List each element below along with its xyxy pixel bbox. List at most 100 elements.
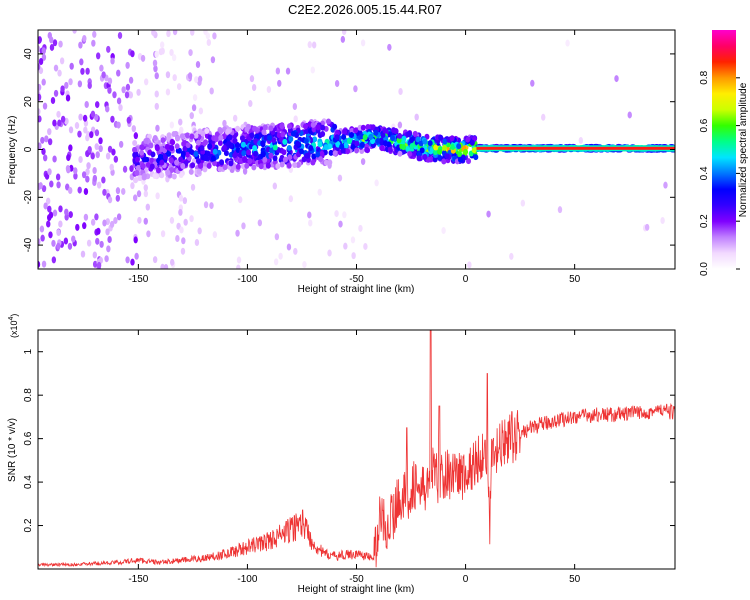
heatmap-noise-cell	[530, 79, 535, 87]
heatmap-ridge-cell	[171, 173, 177, 180]
y-tick-label: 0.4	[23, 475, 34, 489]
heatmap-ridge-cell	[354, 140, 360, 147]
heatmap-noise-cell	[278, 252, 283, 260]
heatmap-ridge-cell	[360, 124, 366, 131]
heatmap-noise-cell	[92, 167, 97, 175]
heatmap-ridge-cell	[261, 129, 267, 136]
heatmap-ridge-cell	[217, 139, 223, 146]
heatmap-ridge-cell	[275, 163, 281, 170]
heatmap-noise-cell	[169, 49, 174, 57]
heatmap-noise-cell	[104, 255, 109, 263]
heatmap-noise-cell	[38, 93, 42, 101]
heatmap-ridge-cell	[419, 147, 425, 154]
heatmap-noise-cell	[53, 89, 59, 97]
heatmap-ridge-cell	[393, 128, 399, 135]
heatmap-ridge-cell	[223, 150, 229, 157]
heatmap-ridge-cell	[158, 146, 164, 153]
x-tick-label: -150	[128, 574, 148, 585]
heatmap-noise-cell	[58, 220, 63, 228]
heatmap-noise-cell	[64, 117, 69, 125]
heatmap-ridge-cell	[166, 132, 172, 139]
heatmap-noise-cell	[92, 174, 98, 182]
heatmap-ridge-cell	[375, 138, 381, 145]
heatmap-noise-cell	[327, 249, 332, 257]
heatmap-noise-cell	[311, 41, 317, 49]
heatmap-ridge-cell	[287, 154, 293, 161]
heatmap-noise-cell	[212, 231, 218, 239]
heatmap-ridge-cell	[382, 127, 388, 134]
heatmap-noise-cell	[340, 35, 346, 43]
heatmap-ridge-cell	[292, 162, 298, 169]
heatmap-ridge-cell	[190, 162, 196, 169]
heatmap-ridge-cell	[387, 146, 393, 153]
heatmap-noise-cell	[179, 126, 184, 134]
heatmap-ridge-cell	[308, 145, 314, 152]
x-tick-label: -50	[349, 274, 364, 285]
heatmap-noise-cell	[663, 181, 668, 189]
heatmap-noise-cell	[176, 83, 182, 91]
heatmap-ridge-cell	[465, 136, 471, 143]
heatmap-noise-cell	[49, 43, 55, 51]
heatmap-ridge-cell	[193, 151, 199, 158]
heatmap-noise-cell	[140, 54, 146, 62]
heatmap-noise-cell	[84, 100, 89, 108]
heatmap-ridge-cell	[218, 127, 224, 134]
heatmap-ridge-cell	[178, 171, 184, 178]
heatmap-ridge-cell	[341, 133, 347, 140]
heatmap-noise-cell	[107, 236, 112, 244]
heatmap-ridge-cell	[225, 128, 231, 135]
heatmap-noise-cell	[71, 235, 76, 243]
heatmap-noise-cell	[102, 219, 107, 227]
heatmap-ridge-cell	[287, 123, 293, 130]
heatmap-noise-cell	[118, 104, 123, 112]
heatmap-noise-cell	[38, 63, 41, 71]
heatmap-noise-cell	[124, 91, 130, 99]
heatmap-ridge-cell	[354, 147, 360, 154]
y-tick-label: 0	[23, 146, 34, 152]
heatmap-noise-cell	[125, 256, 130, 264]
heatmap-ridge-cell	[251, 164, 257, 171]
heatmap-noise-cell	[43, 202, 48, 210]
heatmap-noise-cell	[53, 64, 59, 72]
heatmap-ridge-core	[476, 146, 675, 150]
heatmap-ridge-cell	[437, 148, 443, 155]
heatmap-noise-cell	[170, 258, 175, 266]
heatmap-noise-cell	[57, 69, 62, 77]
heatmap-ridge-cell	[134, 156, 140, 163]
heatmap-noise-cell	[275, 67, 281, 75]
heatmap-ridge-cell	[180, 163, 186, 170]
heatmap-noise-cell	[266, 86, 272, 94]
y-tick-label: 20	[23, 96, 34, 108]
heatmap-ridge-cell	[265, 162, 271, 169]
heatmap-noise-cell	[58, 40, 63, 48]
heatmap-ridge-cell	[432, 156, 438, 163]
heatmap-ridge-cell	[249, 132, 255, 139]
heatmap-noise-cell	[85, 67, 90, 75]
heatmap-ridge-cell	[228, 160, 234, 167]
heatmap-ridge-cell	[379, 145, 385, 152]
heatmap-ridge-cell	[182, 145, 188, 152]
heatmap-ridge-cell	[169, 167, 175, 174]
heatmap-noise-cell	[83, 187, 89, 195]
heatmap-noise-cell	[154, 90, 159, 98]
heatmap-noise-cell	[86, 162, 91, 170]
heatmap-ridge-cell	[214, 131, 220, 138]
heatmap-noise-cell	[41, 53, 47, 61]
heatmap-noise-cell	[160, 230, 166, 238]
heatmap-noise-cell	[182, 197, 188, 205]
heatmap-noise-cell	[155, 124, 160, 132]
heatmap-ridge-cell	[141, 173, 147, 180]
heatmap-ridge-cell	[350, 143, 356, 150]
heatmap-noise-cell	[236, 256, 242, 264]
heatmap-ridge-cell	[221, 144, 227, 151]
heatmap-noise-cell	[198, 107, 204, 115]
heatmap-noise-cell	[180, 247, 186, 255]
heatmap-noise-cell	[257, 219, 263, 227]
heatmap-noise-cell	[273, 258, 279, 266]
heatmap-noise-cell	[387, 43, 392, 51]
heatmap-noise-cell	[155, 192, 160, 200]
heatmap-ridge-cell	[422, 153, 428, 160]
heatmap-noise-cell	[178, 208, 183, 216]
heatmap-noise-cell	[48, 231, 53, 239]
heatmap-noise-cell	[92, 260, 98, 268]
